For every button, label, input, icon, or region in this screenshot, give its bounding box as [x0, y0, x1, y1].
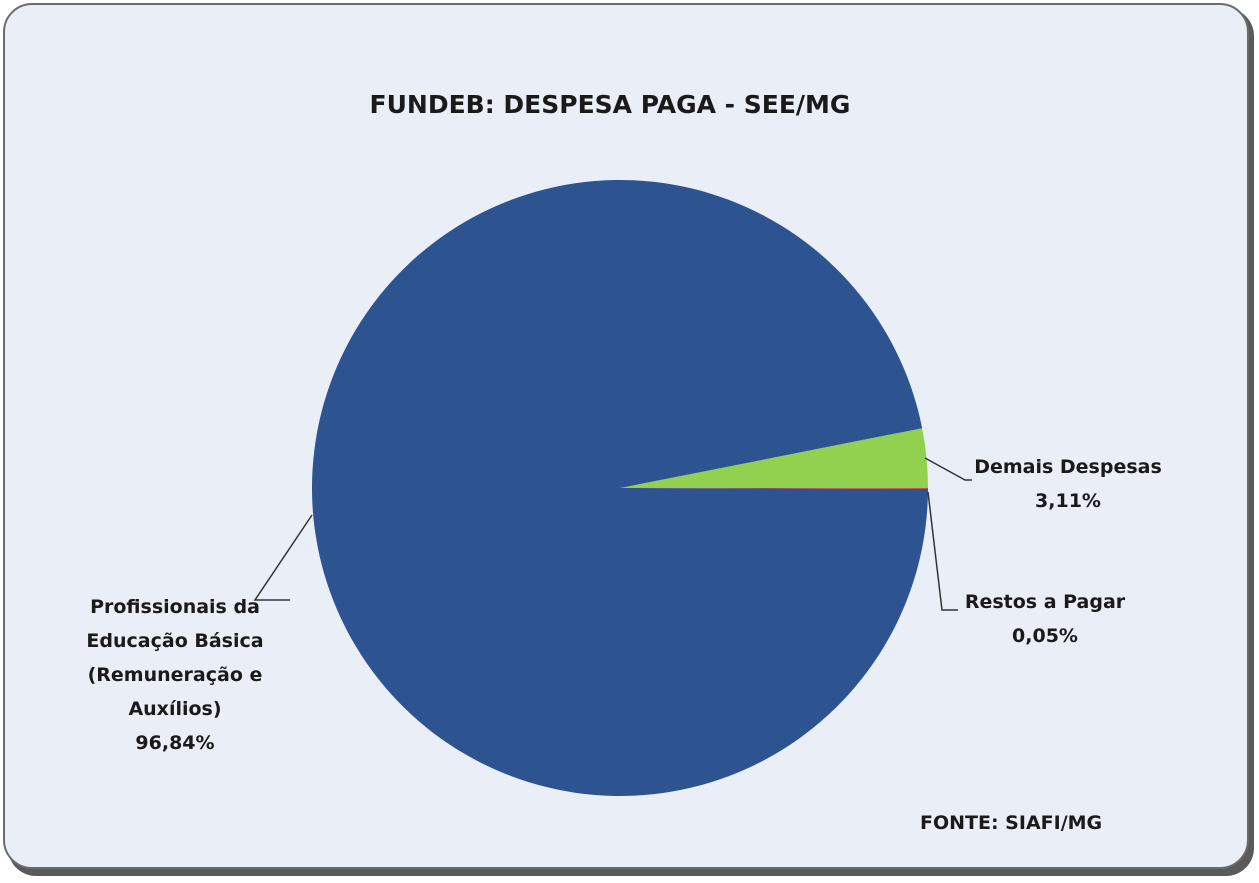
value-label: 3,11%: [1035, 490, 1101, 512]
chart-title: FUNDEB: DESPESA PAGA - SEE/MG: [369, 90, 851, 119]
value-label: 96,84%: [135, 732, 215, 754]
slice-label: Profissionais da Educação Básica (Remune…: [75, 590, 275, 760]
category-label: Demais Despesas: [974, 456, 1162, 478]
slice-label: Demais Despesas 3,11%: [958, 450, 1178, 518]
source-note: FONTE: SIAFI/MG: [920, 812, 1103, 834]
category-label: Profissionais da Educação Básica (Remune…: [86, 596, 264, 720]
leader-line: [253, 514, 313, 601]
pie: [312, 179, 928, 796]
slice-label: Restos a Pagar 0,05%: [935, 585, 1155, 653]
value-label: 0,05%: [1012, 625, 1078, 647]
pie-slice: [312, 179, 928, 796]
leader-line: [924, 457, 972, 481]
pie-slice: [620, 428, 928, 488]
leader-line: [927, 491, 958, 611]
pie-slice: [620, 488, 928, 489]
category-label: Restos a Pagar: [964, 591, 1126, 613]
